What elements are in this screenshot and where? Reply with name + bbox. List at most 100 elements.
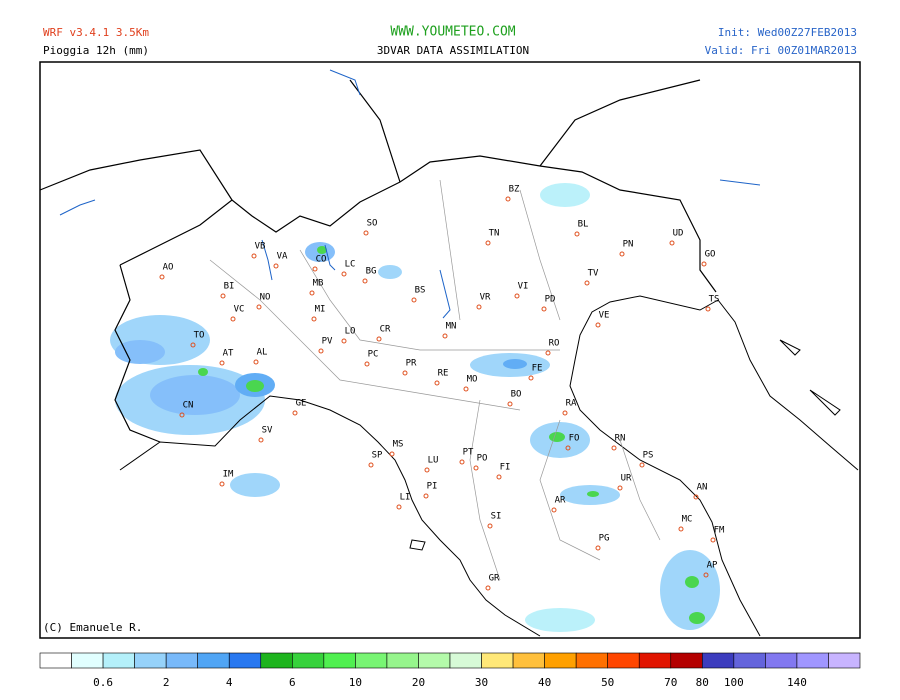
city-layer: AO BI VB VA CO LC SO BZ BL TN PN UD GO TS NO MB BG BS VR VI… [159,185,725,591]
credit: (C) Emanuele R. [43,621,142,634]
city-dot [219,360,225,366]
city-label: AR [555,496,566,506]
colorbar-label: 100 [724,676,744,689]
city-label: PG [599,534,610,544]
subtitle: 3DVAR DATA ASSIMILATION [377,44,529,57]
city-dot [701,261,707,267]
city-label: PD [545,295,556,305]
colorbar-swatch [39,652,72,669]
colorbar-swatch [228,652,262,669]
city-label: IM [223,470,234,480]
colorbar-swatch [481,652,514,669]
city-label: PS [643,451,654,461]
colorbar-swatch [670,652,703,669]
city-label: LO [345,327,356,337]
city-label: MS [393,440,404,450]
city-dot [545,350,551,356]
city-dot [220,293,226,299]
colorbar-swatch [449,652,482,669]
city-dot [219,481,225,487]
colorbar-swatch [702,652,735,669]
city-dot [619,251,625,257]
variable-label: Pioggia 12h (mm) [43,44,149,57]
city-dot [562,410,568,416]
colorbar-label: 30 [475,676,488,689]
city-dot [341,338,347,344]
colorbar-swatch [386,652,419,669]
city-dot [584,280,590,286]
city-label: SV [262,426,273,436]
colorbar-swatch [544,652,577,669]
colorbar-swatch [418,652,451,669]
city-label: TO [194,331,205,341]
city-label: FI [500,463,511,473]
colorbar-swatch [71,652,104,669]
city-dot [639,462,645,468]
city-label: VA [277,252,288,262]
city-label: PC [368,350,379,360]
city-label: SI [491,512,502,522]
city-label: PV [322,337,333,347]
city-label: AN [697,483,708,493]
city-label: GE [296,399,307,409]
city-dot [496,474,502,480]
city-dot [703,572,709,578]
city-dot [528,375,534,381]
city-dot [363,230,369,236]
city-label: PN [623,240,634,250]
city-label: VE [599,311,610,321]
city-dot [273,263,279,269]
city-label: BO [511,390,522,400]
city-dot [551,507,557,513]
valid-time: Valid: Fri 00Z01MAR2013 [705,44,857,57]
city-label: VB [255,242,266,252]
city-label: BL [578,220,589,230]
city-dot [442,333,448,339]
city-label: LC [345,260,356,270]
city-label: SO [367,219,378,229]
city-dot [595,322,601,328]
colorbar-label: 50 [601,676,614,689]
city-label: FE [532,364,543,374]
city-label: MI [315,305,326,315]
city-dot [487,523,493,529]
city-label: LU [428,456,439,466]
colorbar-swatch [733,652,766,669]
city-dot [485,240,491,246]
city-label: UR [621,474,632,484]
model-label: WRF v3.4.1 3.5Km [43,26,149,39]
city-dot [565,445,571,451]
city-dot [396,504,402,510]
colorbar-swatch [765,652,798,669]
city-dot [459,459,465,465]
colorbar-swatch [165,652,198,669]
city-dot [514,293,520,299]
city-label: CR [380,325,391,335]
city-dot [423,493,429,499]
city-label: CO [316,255,327,265]
city-label: AO [163,263,174,273]
city-label: BI [224,282,235,292]
city-dot [611,445,617,451]
colorbar-swatch [575,652,608,669]
city-label: SP [372,451,383,461]
city-dot [505,196,511,202]
city-label: MC [682,515,693,525]
city-label: FO [569,434,580,444]
city-dot [705,306,711,312]
city-label: UD [673,229,684,239]
colorbar-label: 4 [226,676,233,689]
colorbar-swatch [512,652,545,669]
colorbar: 0.6 2 4 6 10 20 30 40 50 70 80 100 140 [39,652,861,689]
city-dot [179,412,185,418]
city-dot [595,545,601,551]
colorbar-swatch [323,652,356,669]
colorbar-swatch [197,652,230,669]
city-label: RE [438,369,449,379]
city-dot [434,380,440,386]
city-label: PT [463,448,474,458]
city-label: BG [366,267,377,277]
city-dot [230,316,236,322]
city-dot [256,304,262,310]
city-label: PO [477,454,488,464]
